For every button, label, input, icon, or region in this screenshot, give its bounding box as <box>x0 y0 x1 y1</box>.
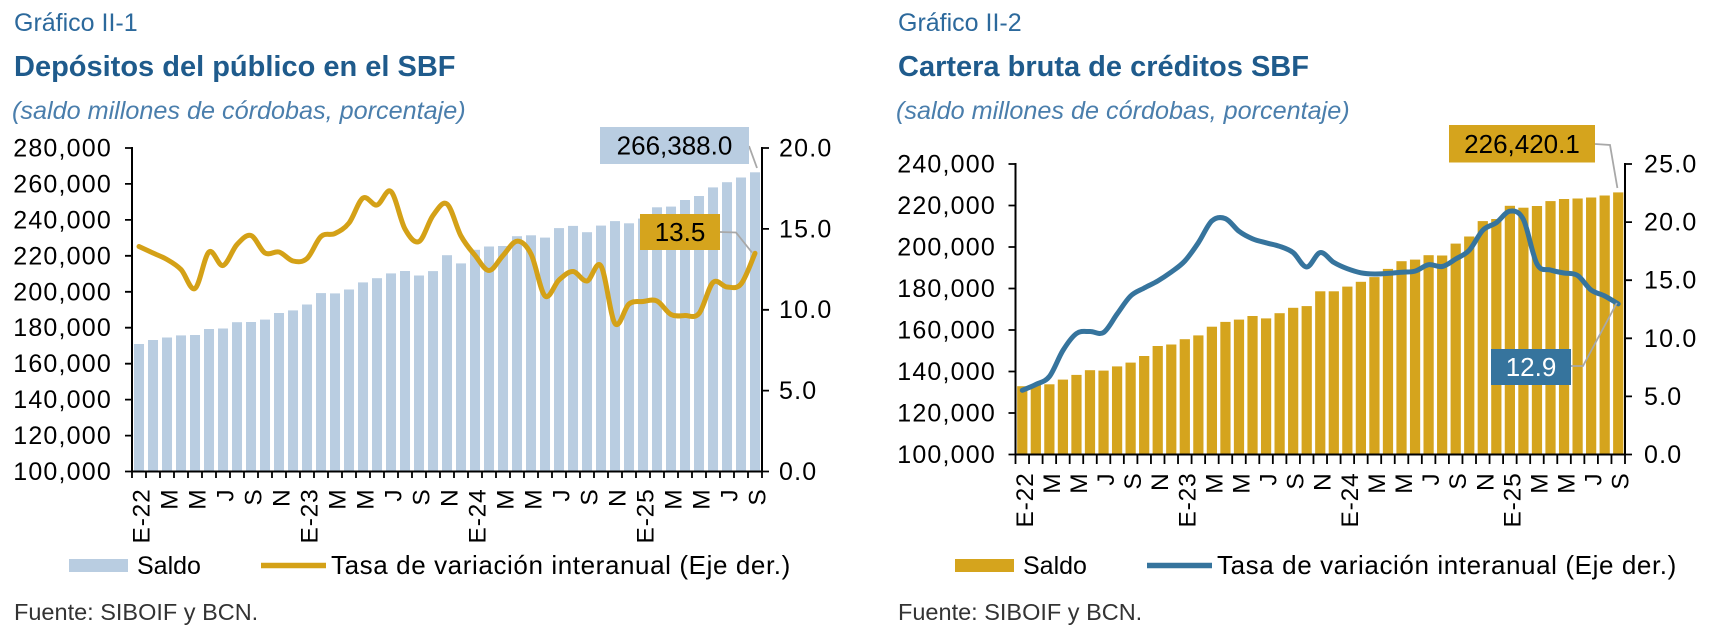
svg-text:M: M <box>493 489 520 510</box>
svg-text:E-22: E-22 <box>1012 473 1039 528</box>
svg-text:S: S <box>1608 473 1635 490</box>
svg-text:25.0: 25.0 <box>1644 151 1697 179</box>
svg-text:S: S <box>745 489 772 506</box>
svg-text:220,000: 220,000 <box>897 192 996 220</box>
svg-text:180,000: 180,000 <box>897 275 996 303</box>
svg-text:N: N <box>1147 473 1174 492</box>
svg-text:S: S <box>577 489 604 506</box>
svg-text:160,000: 160,000 <box>897 317 996 345</box>
svg-text:M: M <box>325 489 352 510</box>
svg-text:20.0: 20.0 <box>1644 209 1697 237</box>
svg-text:15.0: 15.0 <box>779 215 832 243</box>
svg-text:10.0: 10.0 <box>1644 325 1697 353</box>
svg-text:S: S <box>409 489 436 506</box>
svg-text:15.0: 15.0 <box>1644 267 1697 295</box>
svg-text:0.0: 0.0 <box>779 458 817 486</box>
svg-text:E-24: E-24 <box>1337 473 1364 528</box>
svg-text:M: M <box>1527 473 1554 494</box>
svg-text:240,000: 240,000 <box>13 206 112 234</box>
svg-text:Tasa de variación interanual (: Tasa de variación interanual (Eje der.) <box>1217 550 1677 580</box>
svg-text:(saldo millones de córdobas, p: (saldo millones de córdobas, porcentaje) <box>896 97 1350 125</box>
svg-text:J: J <box>1256 473 1283 486</box>
svg-text:5.0: 5.0 <box>779 377 817 405</box>
svg-text:M: M <box>689 489 716 510</box>
svg-text:E-25: E-25 <box>633 489 660 544</box>
svg-text:M: M <box>521 489 548 510</box>
svg-text:Gráfico II-2: Gráfico II-2 <box>898 9 1022 37</box>
svg-text:140,000: 140,000 <box>13 386 112 414</box>
svg-text:260,000: 260,000 <box>13 170 112 198</box>
svg-text:13.5: 13.5 <box>655 217 706 247</box>
svg-text:M: M <box>157 489 184 510</box>
svg-text:140,000: 140,000 <box>897 358 996 386</box>
svg-text:Saldo: Saldo <box>137 552 201 580</box>
svg-text:10.0: 10.0 <box>779 296 832 324</box>
svg-text:226,420.1: 226,420.1 <box>1464 129 1580 159</box>
svg-text:160,000: 160,000 <box>13 350 112 378</box>
svg-text:E-22: E-22 <box>129 489 156 544</box>
svg-text:5.0: 5.0 <box>1644 383 1682 411</box>
svg-text:E-23: E-23 <box>1174 473 1201 528</box>
svg-text:J: J <box>717 489 744 502</box>
svg-text:M: M <box>661 489 688 510</box>
svg-text:M: M <box>1554 473 1581 494</box>
svg-text:Tasa de variación interanual (: Tasa de variación interanual (Eje der.) <box>331 550 791 580</box>
svg-text:J: J <box>549 489 576 502</box>
svg-text:20.0: 20.0 <box>779 135 832 163</box>
svg-text:Cartera bruta de créditos SBF: Cartera bruta de créditos SBF <box>898 51 1309 83</box>
svg-text:J: J <box>381 489 408 502</box>
svg-text:M: M <box>1364 473 1391 494</box>
svg-text:S: S <box>1283 473 1310 490</box>
svg-text:12.9: 12.9 <box>1506 352 1557 382</box>
svg-text:J: J <box>1093 473 1120 486</box>
svg-text:S: S <box>241 489 268 506</box>
svg-text:N: N <box>269 489 296 508</box>
svg-text:240,000: 240,000 <box>897 151 996 179</box>
svg-text:N: N <box>1310 473 1337 492</box>
svg-text:N: N <box>605 489 632 508</box>
svg-text:120,000: 120,000 <box>897 400 996 428</box>
svg-text:M: M <box>1201 473 1228 494</box>
svg-text:N: N <box>437 489 464 508</box>
svg-text:M: M <box>1229 473 1256 494</box>
svg-text:Fuente: SIBOIF y BCN.: Fuente: SIBOIF y BCN. <box>14 599 258 625</box>
svg-text:200,000: 200,000 <box>897 234 996 262</box>
svg-text:180,000: 180,000 <box>13 314 112 342</box>
svg-text:280,000: 280,000 <box>13 135 112 163</box>
svg-text:100,000: 100,000 <box>897 441 996 469</box>
svg-text:M: M <box>1391 473 1418 494</box>
svg-text:M: M <box>185 489 212 510</box>
svg-text:N: N <box>1472 473 1499 492</box>
svg-text:Fuente: SIBOIF y BCN.: Fuente: SIBOIF y BCN. <box>898 599 1142 625</box>
svg-text:(saldo millones de córdobas, p: (saldo millones de córdobas, porcentaje) <box>12 97 466 125</box>
svg-text:120,000: 120,000 <box>13 422 112 450</box>
svg-text:E-23: E-23 <box>297 489 324 544</box>
svg-text:220,000: 220,000 <box>13 242 112 270</box>
svg-text:J: J <box>1418 473 1445 486</box>
svg-text:100,000: 100,000 <box>13 458 112 486</box>
svg-text:M: M <box>353 489 380 510</box>
svg-text:Saldo: Saldo <box>1023 552 1087 580</box>
svg-text:M: M <box>1066 473 1093 494</box>
svg-text:Gráfico II-1: Gráfico II-1 <box>14 9 138 37</box>
svg-text:S: S <box>1120 473 1147 490</box>
svg-text:Depósitos del público en el SB: Depósitos del público en el SBF <box>14 51 456 83</box>
svg-text:S: S <box>1445 473 1472 490</box>
svg-text:0.0: 0.0 <box>1644 441 1682 469</box>
svg-text:J: J <box>1581 473 1608 486</box>
svg-text:E-24: E-24 <box>465 489 492 544</box>
svg-text:E-25: E-25 <box>1499 473 1526 528</box>
svg-text:M: M <box>1039 473 1066 494</box>
svg-text:J: J <box>213 489 240 502</box>
svg-text:266,388.0: 266,388.0 <box>617 131 733 161</box>
svg-text:200,000: 200,000 <box>13 278 112 306</box>
